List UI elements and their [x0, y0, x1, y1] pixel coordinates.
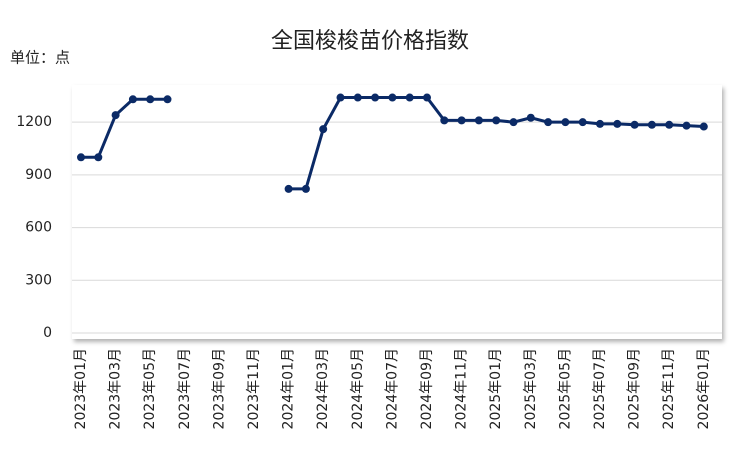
data-point: [319, 125, 328, 134]
y-tick-label: 300: [25, 272, 52, 288]
data-point: [388, 93, 397, 102]
y-tick-label: 900: [25, 167, 52, 183]
x-tick-label: 2024年07月: [384, 348, 400, 429]
x-tick-label: 2025年09月: [627, 348, 643, 429]
y-tick-label: 600: [25, 220, 52, 236]
x-tick-label: 2024年05月: [350, 348, 366, 429]
data-point: [301, 184, 310, 193]
y-tick-label: 0: [43, 325, 52, 341]
data-point: [544, 118, 553, 127]
x-tick-label: 2024年01月: [281, 348, 297, 429]
data-point: [128, 95, 137, 104]
x-tick-label: 2024年11月: [454, 348, 470, 429]
x-tick-label: 2025年03月: [523, 348, 539, 429]
x-tick-label: 2026年01月: [696, 348, 712, 429]
x-tick-label: 2025年01月: [488, 348, 504, 429]
data-point: [509, 118, 518, 127]
data-point: [77, 153, 85, 162]
x-tick-label: 2024年09月: [419, 348, 435, 429]
x-tick-label: 2023年05月: [142, 348, 158, 429]
data-point: [596, 119, 604, 128]
data-point: [111, 111, 120, 120]
data-point: [353, 93, 362, 102]
data-point: [665, 120, 674, 129]
plot-area: [72, 85, 722, 339]
data-point: [146, 95, 155, 104]
y-tick-label: 1200: [16, 114, 52, 130]
x-tick-label: 2023年09月: [211, 348, 227, 429]
data-point: [163, 95, 172, 104]
data-point: [284, 184, 293, 193]
data-point: [423, 93, 431, 102]
data-point: [457, 116, 466, 125]
x-tick-label: 2023年11月: [246, 348, 262, 429]
data-point: [578, 118, 587, 127]
data-point: [336, 93, 345, 102]
unit-label: 单位：点: [10, 49, 70, 67]
x-tick-label: 2024年03月: [315, 348, 331, 429]
data-point: [371, 93, 380, 102]
data-point: [630, 120, 639, 129]
data-point: [561, 118, 570, 127]
data-point: [699, 122, 708, 131]
x-tick-label: 2025年11月: [661, 348, 677, 429]
data-point: [440, 116, 449, 125]
data-point: [647, 120, 656, 129]
x-tick-label: 2025年05月: [557, 348, 573, 429]
data-point: [682, 121, 691, 130]
x-tick-label: 2025年07月: [592, 348, 608, 429]
data-point: [526, 113, 535, 122]
data-point: [492, 116, 501, 125]
data-point: [405, 93, 414, 102]
x-tick-label: 2023年01月: [73, 348, 89, 429]
x-tick-label: 2023年07月: [177, 348, 193, 429]
chart-title: 全国梭梭苗价格指数: [271, 29, 469, 54]
x-tick-label: 2023年03月: [108, 348, 124, 429]
data-point: [474, 116, 483, 125]
data-point: [94, 153, 103, 162]
data-point: [613, 119, 622, 128]
